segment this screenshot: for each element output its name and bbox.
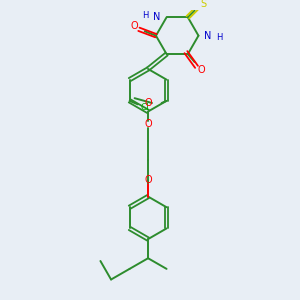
Text: S: S [200, 0, 206, 9]
Text: O: O [144, 98, 152, 108]
Text: O: O [144, 119, 152, 129]
Text: O: O [130, 21, 138, 32]
Text: O: O [144, 175, 152, 184]
Text: N: N [153, 12, 161, 22]
Text: H: H [217, 33, 223, 42]
Text: O: O [198, 65, 205, 75]
Text: N: N [204, 31, 212, 41]
Text: H: H [142, 11, 148, 20]
Text: Cl: Cl [140, 103, 149, 112]
